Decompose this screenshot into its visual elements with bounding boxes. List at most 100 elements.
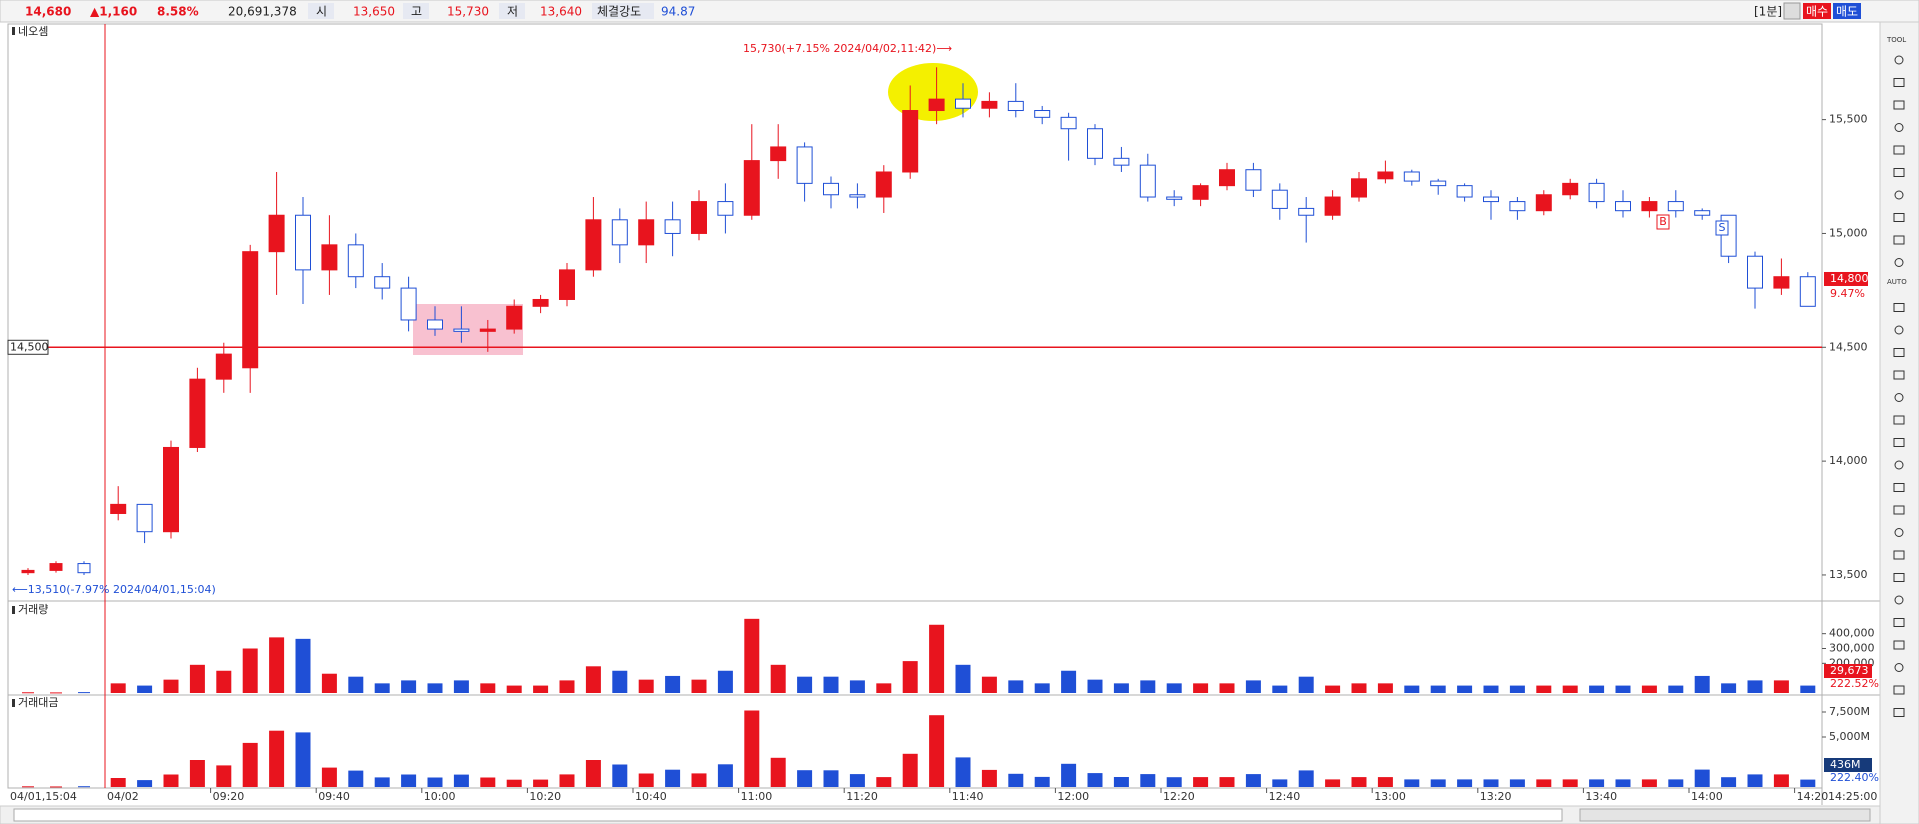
bar [823,676,839,693]
candle-body [585,219,602,271]
candle-body [321,244,338,271]
candle-body [691,201,707,234]
bar [427,777,443,787]
bar [348,770,364,787]
candle-body [717,201,734,216]
high-annotation: 15,730(+7.15% 2024/04/02,11:42)⟶ [743,42,952,55]
current-rate: 9.47% [1830,287,1865,300]
title-marker [12,27,15,35]
candle-body [1351,178,1367,198]
label-bg [592,3,654,19]
panel-title: 네오셈 [18,25,48,38]
tool-icon[interactable] [1894,460,1904,470]
bar [797,676,813,693]
tool-icon[interactable] [1893,550,1905,560]
tool-icon[interactable] [1893,573,1905,582]
settings-button[interactable] [1783,2,1801,20]
bar [1615,685,1631,693]
tool-icon[interactable] [1893,213,1905,222]
tool-icon[interactable] [1894,258,1904,267]
bar [1483,779,1499,787]
bar [955,664,971,693]
candle-body [1641,201,1658,212]
tool-icon[interactable] [1893,168,1905,177]
tool-icon[interactable] [1894,393,1904,402]
bar [1483,685,1499,693]
candle-body [506,305,523,330]
signal-marker [1715,220,1729,236]
candle-body [955,98,971,109]
candle-body [136,503,153,533]
y-tick-label: 7,500M [1829,705,1870,718]
y-tick-label: 14,000 [1829,454,1868,467]
tool-icon[interactable] [1893,235,1905,245]
candle-body [295,214,311,271]
tool-icon[interactable] [1893,78,1905,87]
sell-button[interactable] [1833,3,1861,19]
bar [1430,779,1446,787]
bar [1457,779,1473,787]
bar [480,777,496,787]
bar [1087,679,1103,693]
tool-icon[interactable] [1893,348,1905,357]
tool-icon[interactable] [1893,618,1905,627]
scroll-controls[interactable] [1579,808,1871,822]
tool-icon[interactable] [1893,438,1905,447]
bar [1773,680,1789,693]
candle-body [1007,100,1024,112]
tool-icon[interactable] [1894,663,1904,672]
tool-icon[interactable] [1893,303,1905,312]
tool-icon[interactable] [1893,145,1905,155]
candle-body [875,171,892,198]
rate: 8.58% [157,5,199,19]
tool-icon[interactable] [1893,100,1905,110]
candle-body [163,446,179,533]
x-tick-label: 10:40 [635,790,667,803]
bar [1562,685,1578,693]
candle-body [453,328,470,332]
bar [1377,777,1393,787]
bar [770,757,786,787]
candle-body [1588,182,1605,203]
bar [189,760,205,787]
bar [110,683,126,693]
tool-icon[interactable] [1893,640,1905,650]
bar [1325,685,1341,693]
tool-icon[interactable] [1893,708,1905,717]
toolbar-auto[interactable]: AUTO [1887,278,1907,286]
tool-icon[interactable] [1893,685,1905,695]
bar [665,769,681,787]
tool-icon[interactable] [1894,55,1904,65]
strength: 94.87 [661,5,695,19]
candle-body [638,219,655,246]
tool-icon[interactable] [1894,123,1904,132]
bar [665,675,681,693]
bar [585,666,601,693]
tool-icon[interactable] [1893,483,1905,492]
tool-icon[interactable] [1894,528,1904,537]
title-marker [12,699,15,707]
tool-icon[interactable] [1894,325,1904,335]
candle-body [770,146,787,162]
tool-icon[interactable] [1893,370,1905,380]
bar [453,774,469,787]
interval[interactable]: [1분] [1754,5,1782,19]
candle-body [611,219,628,246]
tool-icon[interactable] [1894,190,1904,200]
tool-icon[interactable] [1893,505,1905,515]
bar [1668,685,1684,693]
bar [1193,683,1209,693]
bar [929,715,945,787]
buy-button[interactable] [1803,3,1831,19]
bar [1166,777,1182,787]
tool-icon[interactable] [1893,415,1905,425]
open-label: 시 [316,5,327,19]
bar [1589,779,1605,787]
current-value-rate: 222.40% [1830,771,1879,784]
low: 13,640 [540,5,582,19]
bar [427,683,443,693]
candle-body [981,100,998,109]
scroll-track[interactable] [13,808,1563,822]
tool-icon[interactable] [1894,595,1904,605]
bar [1140,774,1156,787]
